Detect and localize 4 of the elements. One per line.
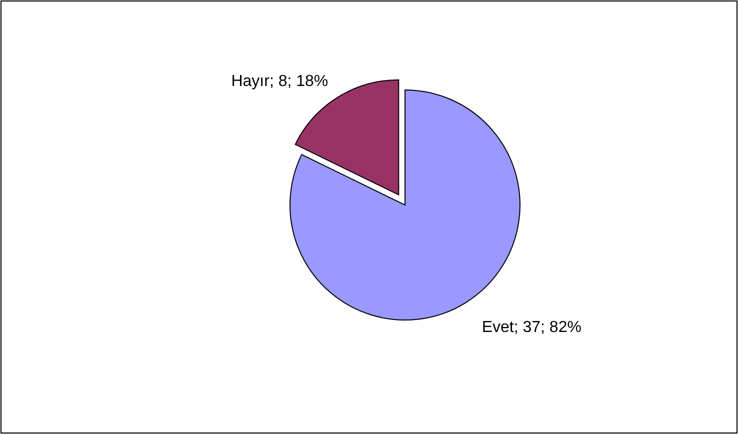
slice-label: Evet <box>482 319 514 336</box>
data-label: ; 8; 18% <box>269 73 328 90</box>
slice-label: Hayır <box>231 73 270 90</box>
data-label: ; 37; 82% <box>514 319 582 336</box>
